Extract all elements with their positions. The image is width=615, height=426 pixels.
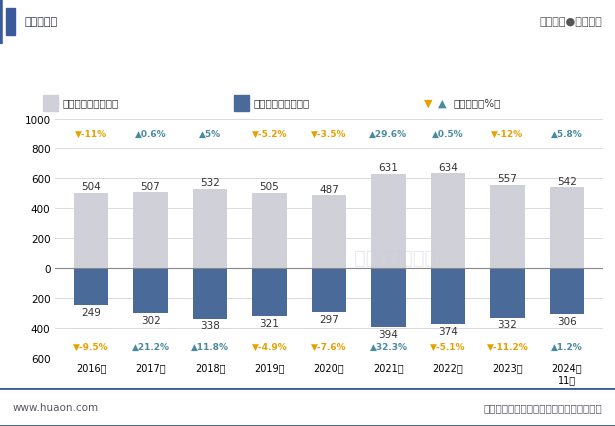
Bar bbox=[192, 268, 228, 319]
Bar bbox=[490, 268, 525, 318]
Text: ▼-12%: ▼-12% bbox=[491, 130, 523, 139]
Text: ▲: ▲ bbox=[438, 98, 446, 108]
Text: ▲5.8%: ▲5.8% bbox=[551, 130, 583, 139]
Text: ▼-7.6%: ▼-7.6% bbox=[311, 342, 347, 351]
Text: ▼: ▼ bbox=[424, 98, 433, 108]
Text: 507: 507 bbox=[141, 181, 161, 191]
Text: 249: 249 bbox=[81, 307, 101, 317]
Bar bbox=[74, 268, 108, 305]
Text: 542: 542 bbox=[557, 176, 577, 186]
Text: 532: 532 bbox=[200, 178, 220, 187]
Bar bbox=[6, 9, 15, 36]
Text: 321: 321 bbox=[260, 318, 279, 328]
Text: ▲29.6%: ▲29.6% bbox=[370, 130, 408, 139]
Text: ▼-9.5%: ▼-9.5% bbox=[73, 342, 109, 351]
Text: 出口总额（亿美元）: 出口总额（亿美元） bbox=[63, 98, 119, 108]
Text: ▲0.6%: ▲0.6% bbox=[135, 130, 166, 139]
Bar bbox=[252, 193, 287, 268]
Bar bbox=[234, 95, 249, 111]
Bar bbox=[192, 189, 228, 268]
Text: www.huaon.com: www.huaon.com bbox=[12, 402, 98, 412]
Bar bbox=[74, 193, 108, 268]
Text: ▼-11.2%: ▼-11.2% bbox=[486, 342, 528, 351]
Text: 487: 487 bbox=[319, 184, 339, 194]
Text: 504: 504 bbox=[81, 182, 101, 192]
Text: 华经情报网: 华经情报网 bbox=[25, 17, 58, 27]
Text: 同比增速（%）: 同比增速（%） bbox=[454, 98, 501, 108]
Text: 297: 297 bbox=[319, 314, 339, 325]
Text: ▲0.5%: ▲0.5% bbox=[432, 130, 464, 139]
Text: 306: 306 bbox=[557, 316, 577, 326]
Bar bbox=[312, 196, 346, 268]
Text: 557: 557 bbox=[498, 174, 517, 184]
Text: ▲11.8%: ▲11.8% bbox=[191, 342, 229, 351]
Bar bbox=[312, 268, 346, 313]
Bar bbox=[43, 95, 58, 111]
Text: ▲1.2%: ▲1.2% bbox=[551, 342, 583, 351]
Bar bbox=[430, 174, 466, 268]
Bar bbox=[371, 268, 406, 327]
Bar bbox=[252, 268, 287, 316]
Text: ▼-4.9%: ▼-4.9% bbox=[252, 342, 287, 351]
Text: ▼-11%: ▼-11% bbox=[75, 130, 107, 139]
Text: ▲32.3%: ▲32.3% bbox=[370, 342, 408, 351]
Text: 专业严谨●客观科学: 专业严谨●客观科学 bbox=[540, 17, 603, 27]
Text: ▲5%: ▲5% bbox=[199, 130, 221, 139]
Text: 394: 394 bbox=[379, 329, 399, 339]
Bar bbox=[133, 268, 168, 314]
Text: ▼-3.5%: ▼-3.5% bbox=[311, 130, 347, 139]
Text: 2016-2024年11月浙江省外商投资企业进、出口额: 2016-2024年11月浙江省外商投资企业进、出口额 bbox=[172, 58, 443, 74]
Text: 374: 374 bbox=[438, 326, 458, 336]
Bar bbox=[550, 187, 584, 268]
Bar bbox=[430, 268, 466, 324]
Text: 进口总额（亿美元）: 进口总额（亿美元） bbox=[253, 98, 309, 108]
Bar bbox=[133, 193, 168, 268]
Text: 332: 332 bbox=[498, 320, 517, 330]
Text: 数据来源：中国海关，华经产业研究院整理: 数据来源：中国海关，华经产业研究院整理 bbox=[484, 402, 603, 412]
Text: 634: 634 bbox=[438, 162, 458, 173]
Text: 338: 338 bbox=[200, 320, 220, 331]
Bar bbox=[550, 268, 584, 314]
Text: ▼-5.1%: ▼-5.1% bbox=[430, 342, 466, 351]
Bar bbox=[490, 185, 525, 268]
Text: 302: 302 bbox=[141, 315, 161, 325]
Bar bbox=[371, 174, 406, 268]
Text: 631: 631 bbox=[379, 163, 399, 173]
Text: 505: 505 bbox=[260, 181, 279, 192]
Text: ▲21.2%: ▲21.2% bbox=[132, 342, 170, 351]
Text: ▼-5.2%: ▼-5.2% bbox=[252, 130, 287, 139]
Text: 华经产业研究院: 华经产业研究院 bbox=[354, 248, 436, 267]
